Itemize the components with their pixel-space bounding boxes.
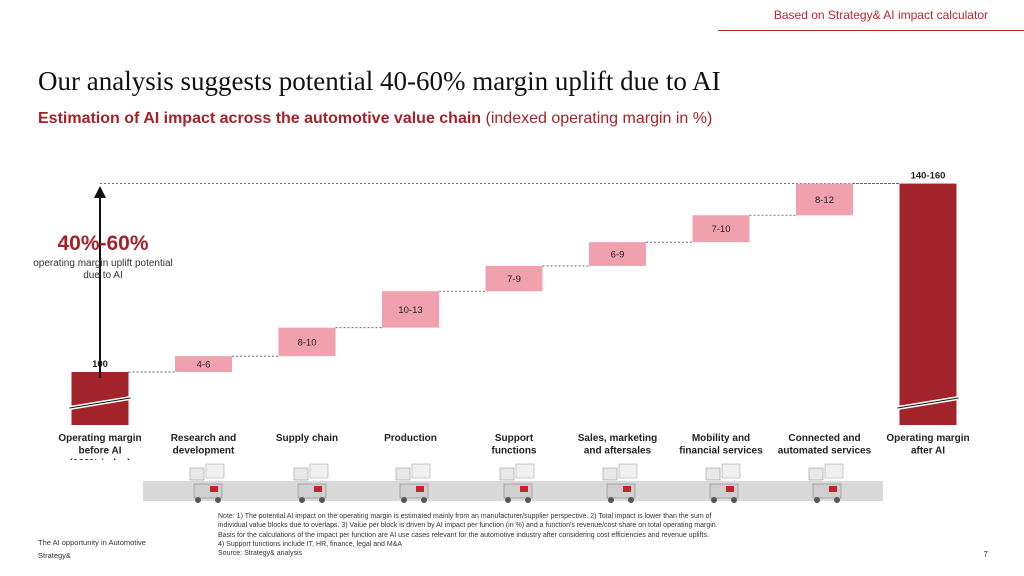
value-label-operating-margin-after-ai: 140-160 bbox=[911, 171, 946, 182]
source-label: Based on Strategy& AI impact calculator bbox=[773, 8, 988, 22]
value-label-sales-marketing-and-aftersales: 6-9 bbox=[611, 250, 625, 261]
category-label-operating-margin-before-ai-100-index: Operating margin bbox=[58, 433, 141, 444]
footer-brand: Strategy& bbox=[38, 551, 71, 560]
category-label-operating-margin-before-ai-100-index: before AI bbox=[79, 446, 122, 457]
category-label-connected-and-automated-services: Connected and bbox=[788, 433, 860, 444]
category-label-support-functions: Support bbox=[495, 433, 534, 444]
header-rule bbox=[718, 30, 1024, 31]
category-label-supply-chain: Supply chain bbox=[276, 433, 338, 444]
bar-support-functions bbox=[485, 265, 543, 292]
page-number: 7 bbox=[983, 550, 988, 559]
value-label-supply-chain: 8-10 bbox=[297, 337, 316, 348]
subtitle-bold: Estimation of AI impact across the autom… bbox=[38, 110, 482, 127]
category-label-research-and-development: development bbox=[173, 446, 235, 457]
note-line: 4) Support functions include IT, HR, fin… bbox=[218, 540, 403, 548]
mobility-financial-services-illustration bbox=[700, 462, 748, 506]
supply-chain-illustration bbox=[288, 462, 336, 506]
category-label-mobility-and-financial-services: financial services bbox=[679, 446, 763, 457]
category-label-operating-margin-after-ai: Operating margin bbox=[886, 433, 969, 444]
notes: Note: 1) The potential AI impact on the … bbox=[218, 512, 818, 558]
uplift-label: operating margin uplift potential due to… bbox=[33, 258, 173, 281]
category-label-operating-margin-before-ai-100-index: (100% index) bbox=[69, 458, 130, 460]
sales-marketing-illustration bbox=[597, 462, 645, 506]
footer-report-name: The AI opportunity in Automotive bbox=[38, 538, 146, 547]
research-and-development-illustration bbox=[184, 462, 232, 506]
uplift-callout: 40%-60% operating margin uplift potentia… bbox=[28, 232, 178, 282]
bar-connected-and-automated-services bbox=[796, 183, 853, 216]
bar-production bbox=[382, 291, 439, 328]
production-illustration bbox=[390, 462, 438, 506]
bar-mobility-and-financial-services bbox=[692, 215, 750, 243]
value-label-production: 10-13 bbox=[398, 305, 422, 316]
source-note: Source: Strategy& analysis bbox=[218, 550, 303, 558]
category-label-sales-marketing-and-aftersales: and aftersales bbox=[584, 446, 652, 457]
value-label-connected-and-automated-services: 8-12 bbox=[815, 195, 834, 206]
chart-subtitle: Estimation of AI impact across the autom… bbox=[38, 110, 712, 128]
bar-sales-marketing-and-aftersales bbox=[589, 242, 646, 266]
category-label-production: Production bbox=[384, 433, 437, 444]
connected-automated-services-illustration bbox=[803, 462, 851, 506]
page-title: Our analysis suggests potential 40-60% m… bbox=[38, 66, 721, 96]
category-label-sales-marketing-and-aftersales: Sales, marketing bbox=[578, 433, 657, 444]
bar-supply-chain bbox=[278, 327, 336, 357]
category-label-mobility-and-financial-services: Mobility and bbox=[692, 433, 750, 444]
category-label-connected-and-automated-services: automated services bbox=[778, 446, 872, 457]
support-functions-illustration bbox=[494, 462, 542, 506]
axis-break-line bbox=[69, 397, 131, 409]
value-label-research-and-development: 4-6 bbox=[197, 360, 211, 371]
bar-research-and-development bbox=[175, 356, 232, 372]
note-line: Basis for the calculations of the impact… bbox=[218, 531, 709, 539]
note-line: Note: 1) The potential AI impact on the … bbox=[218, 513, 712, 520]
uplift-arrow-head bbox=[94, 186, 106, 198]
subtitle-normal: (indexed operating margin in %) bbox=[481, 110, 713, 127]
category-label-support-functions: functions bbox=[492, 446, 537, 457]
note-line: individual value blocks due to overlaps.… bbox=[218, 522, 718, 530]
value-label-support-functions: 7-9 bbox=[507, 274, 521, 285]
category-label-research-and-development: Research and bbox=[171, 433, 237, 444]
uplift-value: 40%-60% bbox=[57, 232, 149, 255]
value-label-mobility-and-financial-services: 7-10 bbox=[711, 224, 730, 235]
bar-operating-margin-after-ai bbox=[899, 183, 957, 425]
axis-break-line bbox=[897, 397, 959, 409]
category-label-operating-margin-after-ai: after AI bbox=[911, 446, 945, 457]
